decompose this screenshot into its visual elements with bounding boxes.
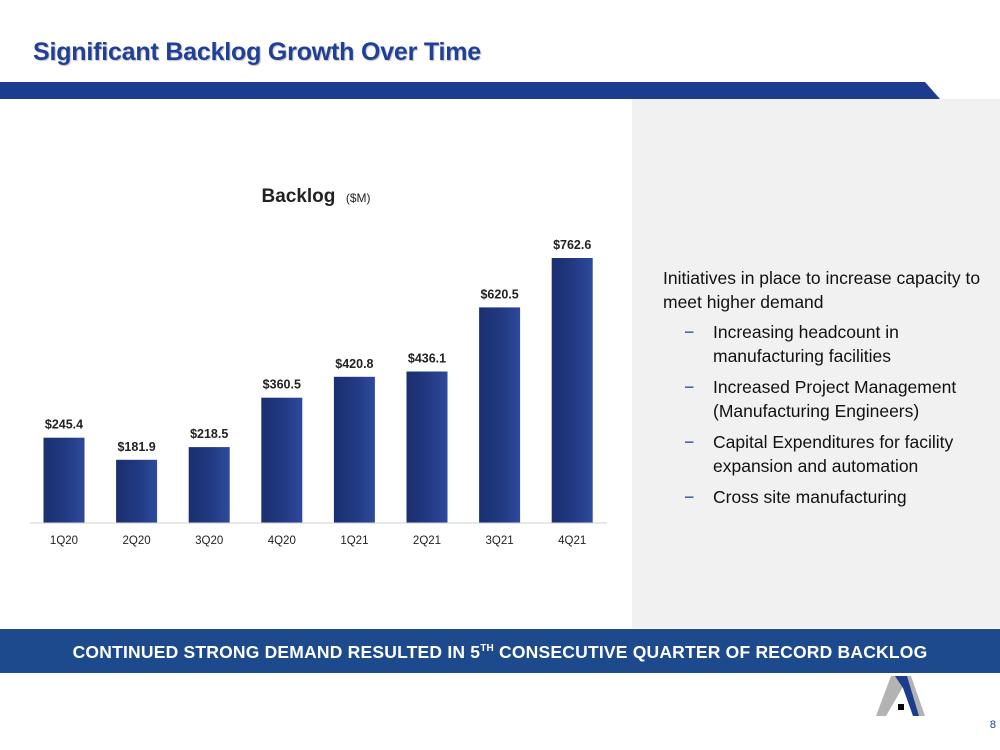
initiatives-text: Initiatives in place to increase capacit… <box>663 266 993 516</box>
bar-1q20 <box>43 437 85 523</box>
list-item: − Cross site manufacturing <box>663 485 993 509</box>
data-label: $360.5 <box>263 378 301 392</box>
banner-text-end: CONSECUTIVE QUARTER OF RECORD BACKLOG <box>493 642 928 662</box>
x-tick-label: 4Q20 <box>268 535 296 547</box>
x-tick-label: 1Q21 <box>340 535 368 547</box>
data-label: $181.9 <box>117 440 155 454</box>
bar-3q20 <box>188 447 230 523</box>
data-label: $436.1 <box>408 352 446 366</box>
chart-title-unit: ($M) <box>346 191 371 205</box>
backlog-chart: Backlog ($M) $245.4 $181.9 $218.5 $360.5 $42… <box>30 186 607 547</box>
x-tick-label: 1Q20 <box>50 535 78 547</box>
list-item-text: Cross site manufacturing <box>713 487 907 507</box>
data-label: $762.6 <box>553 238 591 252</box>
data-label: $420.8 <box>335 357 373 371</box>
initiatives-panel <box>632 99 1000 628</box>
x-axis-ticks: 1Q20 2Q20 3Q20 4Q20 1Q21 2Q21 3Q21 4Q21 <box>50 535 586 547</box>
slide-title: Significant Backlog Growth Over Time <box>33 38 481 66</box>
bar-2q21 <box>406 371 448 523</box>
data-label: $620.5 <box>480 287 518 301</box>
data-label: $218.5 <box>190 427 228 441</box>
list-item: − Capital Expenditures for facility expan… <box>663 430 993 478</box>
chart-bars: $245.4 $181.9 $218.5 $360.5 $420.8 $436.1 $620… <box>43 238 593 523</box>
x-tick-label: 3Q21 <box>486 535 514 547</box>
panel-intro: Initiatives in place to increase capacit… <box>663 268 981 312</box>
bar-2q20 <box>116 459 158 523</box>
record-backlog-banner: CONTINUED STRONG DEMAND RESULTED IN 5TH … <box>0 629 1000 673</box>
bar-1q21 <box>333 376 375 523</box>
title-bar <box>0 82 940 99</box>
bar-4q21 <box>551 258 593 523</box>
bar-4q20 <box>261 397 303 523</box>
dash-bullet-icon: − <box>684 377 695 397</box>
company-logo <box>876 676 925 716</box>
list-item-text: Increased Project Management (Manufactur… <box>713 377 957 421</box>
chart-title-main: Backlog <box>261 186 335 207</box>
dash-bullet-icon: − <box>684 487 695 507</box>
x-tick-label: 2Q21 <box>413 535 441 547</box>
dash-bullet-icon: − <box>684 322 695 342</box>
banner-superscript: TH <box>480 643 494 654</box>
list-item: − Increasing headcount in manufacturing f… <box>663 320 993 368</box>
dash-bullet-icon: − <box>684 432 695 452</box>
chart-title: Backlog ($M) <box>261 186 370 207</box>
list-item: − Increased Project Management (Manufactu… <box>663 375 993 423</box>
x-tick-label: 3Q20 <box>195 535 223 547</box>
page-number: 8 <box>989 719 996 731</box>
x-tick-label: 2Q20 <box>123 535 151 547</box>
bar-3q21 <box>479 307 521 523</box>
x-tick-label: 4Q21 <box>558 535 586 547</box>
initiatives-list: − Increasing headcount in manufacturing f… <box>663 320 993 509</box>
list-item-text: Increasing headcount in manufacturing fa… <box>713 322 899 366</box>
list-item-text: Capital Expenditures for facility expans… <box>713 432 954 476</box>
banner-text-start: CONTINUED STRONG DEMAND RESULTED IN 5 <box>72 642 481 662</box>
data-label: $245.4 <box>45 418 83 432</box>
